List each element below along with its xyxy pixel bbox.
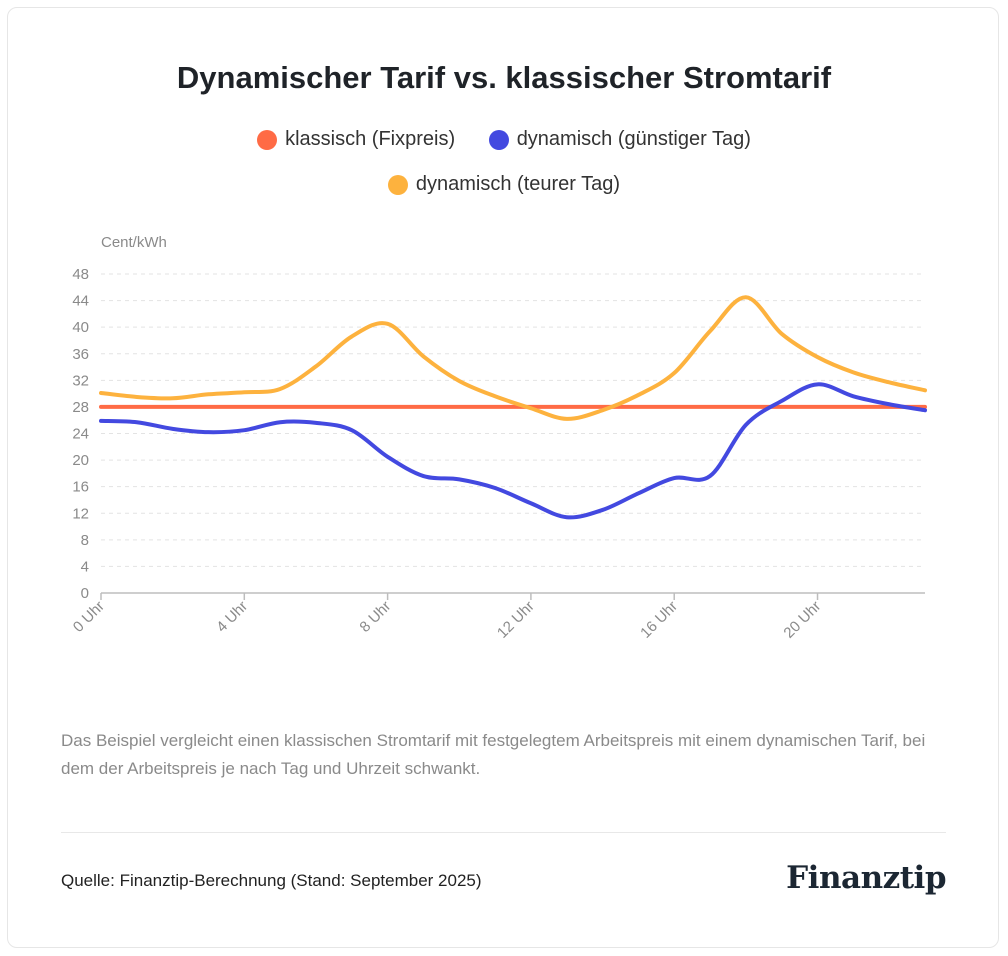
y-tick-label: 28 bbox=[72, 399, 89, 416]
x-tick-label: 20 Uhr bbox=[780, 598, 824, 642]
y-tick-label: 16 bbox=[72, 479, 89, 496]
source-note: Quelle: Finanztip-Berechnung (Stand: Sep… bbox=[61, 871, 482, 890]
legend-item-klassisch[interactable]: klassisch (Fixpreis) bbox=[257, 128, 455, 151]
y-tick-label: 48 bbox=[72, 266, 89, 283]
y-tick-label: 0 bbox=[81, 585, 89, 602]
legend-label: klassisch (Fixpreis) bbox=[285, 128, 456, 150]
y-tick-label: 24 bbox=[72, 426, 89, 443]
series-line-2 bbox=[99, 295, 927, 421]
y-tick-label: 44 bbox=[72, 293, 89, 310]
y-tick-label: 40 bbox=[72, 319, 89, 336]
x-tick-label: 0 Uhr bbox=[70, 598, 108, 636]
series-line-1 bbox=[99, 382, 927, 520]
x-tick-label: 16 Uhr bbox=[637, 598, 681, 642]
legend-label: dynamisch (günstiger Tag) bbox=[516, 128, 751, 150]
y-tick-label: 4 bbox=[81, 558, 89, 575]
x-tick-label: 8 Uhr bbox=[356, 598, 394, 636]
y-axis-label: Cent/kWh bbox=[101, 234, 167, 251]
chart-card bbox=[7, 7, 999, 948]
legend-item-guenstig[interactable]: dynamisch (günstiger Tag) bbox=[488, 128, 751, 151]
legend-dot-icon bbox=[257, 129, 278, 150]
legend-row-1: klassisch (Fixpreis) dynamisch (günstige… bbox=[0, 128, 1008, 156]
y-tick-label: 20 bbox=[72, 452, 89, 469]
legend-label: dynamisch (teurer Tag) bbox=[415, 173, 621, 195]
legend-dot-icon bbox=[387, 174, 408, 195]
legend-dot-icon bbox=[488, 129, 509, 150]
y-tick-label: 36 bbox=[72, 346, 89, 363]
chart-description: Das Beispiel vergleicht einen klassische… bbox=[61, 731, 926, 778]
finanztip-logo: Finanztip bbox=[786, 860, 946, 896]
divider bbox=[61, 832, 946, 833]
x-tick-label: 4 Uhr bbox=[213, 598, 251, 636]
x-tick-label: 12 Uhr bbox=[494, 598, 538, 642]
chart-title: Dynamischer Tarif vs. klassischer Stromt… bbox=[176, 60, 832, 95]
y-tick-label: 32 bbox=[72, 372, 89, 389]
legend-row-2: dynamisch (teurer Tag) bbox=[0, 173, 1008, 201]
legend-item-teuer[interactable]: dynamisch (teurer Tag) bbox=[387, 173, 621, 196]
y-tick-label: 12 bbox=[72, 505, 89, 522]
y-tick-label: 8 bbox=[81, 532, 89, 549]
